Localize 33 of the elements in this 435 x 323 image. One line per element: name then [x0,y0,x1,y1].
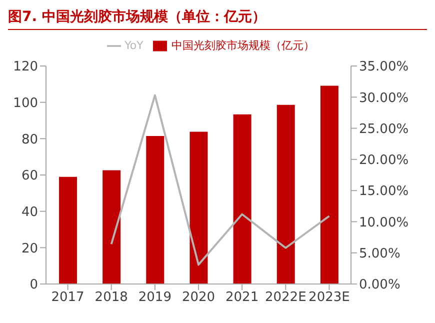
y2-tick-label: 25.00% [359,122,409,137]
line-series [110,94,330,266]
y-tick-label: 40 [21,204,38,220]
bar [320,86,338,284]
y-tick-label: 60 [21,168,38,184]
bar [190,132,208,284]
x-tick-label: 2020 [182,290,216,306]
y-tick-label: 80 [21,132,38,148]
legend-label: 中国光刻胶市场规模（亿元） [171,39,314,52]
y2-tick-label: 10.00% [359,215,409,230]
y2-tick-label: 5.00% [359,246,400,262]
y-tick-label: 20 [21,241,38,256]
bar [59,176,77,284]
bar [146,136,164,284]
chart-title: 图7. 中国光刻胶市场规模（单位：亿元） [8,8,427,30]
y2-tick-label: 0.00% [359,278,400,293]
y-tick-label: 0 [30,278,38,293]
bar [276,104,295,284]
legend-label: YoY [124,39,144,52]
bar [233,114,252,284]
y2-tick-label: 30.00% [359,90,409,106]
bar [102,170,121,284]
x-tick-label: 2021 [226,290,259,306]
y2-tick-label: 35.00% [359,60,409,75]
y-tick-label: 120 [13,60,38,75]
x-tick-label: 2019 [138,290,172,306]
x-tick-label: 2023E [308,290,350,306]
y2-tick-label: 15.00% [359,184,409,200]
y2-tick-label: 20.00% [359,153,409,168]
x-tick-label: 2017 [51,290,84,306]
x-tick-label: 2022E [264,290,306,306]
x-tick-label: 2018 [94,290,128,306]
y-tick-label: 100 [13,96,38,111]
